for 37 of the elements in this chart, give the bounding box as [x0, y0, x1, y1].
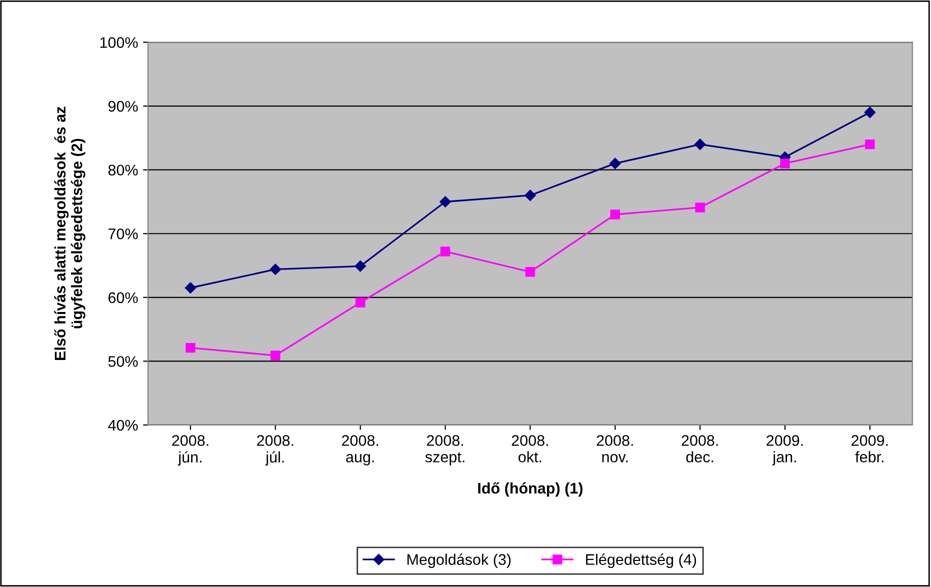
y-tick-label: 60% — [108, 292, 138, 304]
y-tick-label: 70% — [108, 228, 138, 240]
point — [610, 158, 621, 170]
point — [270, 264, 282, 275]
point — [524, 190, 536, 201]
y-tick-label: 100% — [100, 37, 138, 48]
x-tick-label: 2009. jan. — [766, 435, 803, 466]
x-tick-label: 2009. febr. — [852, 435, 888, 462]
x-tick-label: 2008. szept. — [425, 435, 464, 466]
x-tick-label: 2008. jún. — [172, 435, 208, 466]
point — [186, 342, 196, 353]
x-tick-label: 2008. okt. — [512, 435, 548, 462]
x-tick-label: 2008. aug. — [342, 435, 378, 466]
point — [695, 202, 705, 212]
legend-label: Megoldások (3) — [407, 554, 511, 568]
point — [780, 158, 790, 168]
point — [355, 298, 366, 308]
y-tick-label: 40% — [108, 420, 138, 431]
y-tick-label: 90% — [108, 100, 138, 112]
point — [440, 246, 450, 256]
legend-label: Elégedettség (4) — [586, 554, 696, 568]
x-tick-label: 2008. nov. — [596, 435, 633, 462]
point — [184, 282, 196, 294]
y-tick-label: 80% — [108, 164, 138, 176]
x-tick-label: 2008. júl. — [257, 435, 294, 466]
y-tick-label: 50% — [108, 356, 138, 367]
y-axis-title: Első hívás alatti megoldások és az ügyfelek elégedettsége (2) — [54, 106, 86, 360]
x-tick-label: 2008. dec. — [682, 435, 718, 462]
point — [864, 106, 876, 118]
x-axis-title: Idő (hónap) (1) — [478, 482, 582, 497]
point — [694, 138, 706, 150]
point — [525, 267, 536, 277]
point — [270, 350, 280, 360]
point — [865, 139, 875, 150]
point — [610, 210, 620, 220]
point — [354, 260, 366, 272]
point — [440, 196, 451, 208]
